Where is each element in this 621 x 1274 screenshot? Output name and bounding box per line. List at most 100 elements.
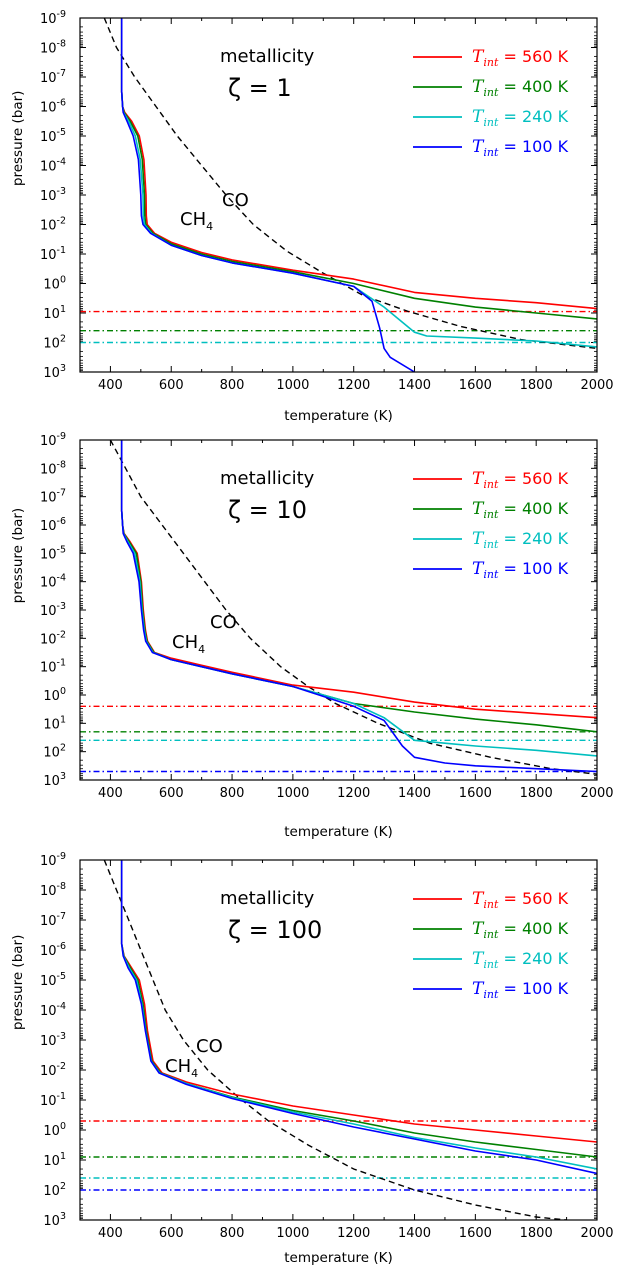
x-tick-label: 1000 <box>276 786 309 801</box>
co-label: CO <box>222 190 249 211</box>
y-tick-label: 103 <box>43 1211 66 1229</box>
y-tick-label: 10-2 <box>40 629 66 647</box>
co-label: CO <box>210 612 237 633</box>
ch4-label: CH4 <box>180 209 213 233</box>
legend-label-2: Tint = 400 K <box>472 77 569 99</box>
zeta-label: ζ = 10 <box>228 496 307 524</box>
legend-label-3: Tint = 240 K <box>472 529 569 551</box>
y-tick-label: 10-7 <box>40 488 66 506</box>
legend-label-4: Tint = 100 K <box>472 137 569 159</box>
metallicity-label: metallicity <box>220 46 315 67</box>
y-tick-label: 10-3 <box>40 601 66 619</box>
x-tick-label: 800 <box>220 378 245 393</box>
ch4-label: CH4 <box>165 1056 198 1080</box>
y-tick-label: 101 <box>43 1151 66 1169</box>
y-tick-label: 102 <box>43 743 66 761</box>
legend-label-2: Tint = 400 K <box>472 499 569 521</box>
y-tick-label: 101 <box>43 304 66 322</box>
x-tick-label: 2000 <box>580 1226 613 1241</box>
y-tick-label: 10-3 <box>40 1031 66 1049</box>
y-tick-label: 10-8 <box>40 39 66 57</box>
chart-panel-3: 400 600 800 1000 1200 1400 1600 1800 2000 10-9 10-… <box>10 851 614 1266</box>
metallicity-label: metallicity <box>220 888 315 909</box>
y-axis-label: pressure (bar) <box>10 508 26 604</box>
x-tick-label: 1200 <box>337 378 370 393</box>
x-tick-label: 800 <box>220 786 245 801</box>
y-axis-label: pressure (bar) <box>10 91 26 187</box>
plot-area <box>80 860 597 1220</box>
y-tick-label: 10-5 <box>40 971 66 989</box>
y-tick-label: 10-4 <box>40 157 66 175</box>
y-tick-label: 10-3 <box>40 186 66 204</box>
legend-label-3: Tint = 240 K <box>472 949 569 971</box>
plot-area <box>80 18 597 372</box>
x-tick-label: 800 <box>220 1226 245 1241</box>
y-tick-label: 10-9 <box>40 9 66 27</box>
chart-panel-1: 400 600 800 1000 1200 1400 1600 1800 2000 10-9 10-… <box>10 9 614 424</box>
zeta-label: ζ = 1 <box>228 74 292 102</box>
y-tick-label: 100 <box>43 275 66 293</box>
x-tick-label: 1600 <box>459 378 492 393</box>
co-ch4-boundary-line <box>103 860 567 1220</box>
x-axis-label: temperature (K) <box>284 408 393 424</box>
y-tick-label: 10-1 <box>40 245 66 263</box>
co-label: CO <box>196 1036 223 1057</box>
y-tick-label: 103 <box>43 771 66 789</box>
x-tick-label: 1400 <box>398 1226 431 1241</box>
series-line-4 <box>120 860 597 1175</box>
x-tick-label: 400 <box>98 378 123 393</box>
y-tick-label: 10-6 <box>40 98 66 116</box>
x-tick-label: 1200 <box>337 1226 370 1241</box>
x-tick-label: 1400 <box>398 786 431 801</box>
plot-frame <box>79 439 598 781</box>
y-tick-label: 10-8 <box>40 881 66 899</box>
x-tick-label: 600 <box>159 786 184 801</box>
x-tick-label: 2000 <box>580 378 613 393</box>
y-tick-label: 10-1 <box>40 1091 66 1109</box>
y-tick-label: 10-9 <box>40 851 66 869</box>
chart-panel-2: 400 600 800 1000 1200 1400 1600 1800 2000 10-9 10-… <box>10 431 614 840</box>
x-tick-label: 1600 <box>459 786 492 801</box>
y-tick-label: 10-7 <box>40 911 66 929</box>
plot-frame <box>79 859 598 1221</box>
x-tick-label: 1000 <box>276 378 309 393</box>
plot-area <box>80 440 597 775</box>
series-line-3 <box>120 18 597 348</box>
x-tick-label: 600 <box>159 378 184 393</box>
legend: Tint = 560 K Tint = 400 K Tint = 240 K Tint… <box>413 469 569 581</box>
y-tick-label: 102 <box>43 334 66 352</box>
y-tick-label: 10-6 <box>40 941 66 959</box>
y-tick-label: 10-4 <box>40 1001 66 1019</box>
y-tick-label: 10-6 <box>40 516 66 534</box>
y-tick-label: 10-8 <box>40 459 66 477</box>
legend: Tint = 560 K Tint = 400 K Tint = 240 K Tint… <box>413 889 569 1001</box>
zeta-label: ζ = 100 <box>228 916 322 944</box>
series-line-4 <box>120 440 597 773</box>
x-tick-label: 1000 <box>276 1226 309 1241</box>
x-tick-label: 400 <box>98 1226 123 1241</box>
x-tick-label: 600 <box>159 1226 184 1241</box>
y-tick-label: 103 <box>43 363 66 381</box>
y-tick-label: 102 <box>43 1181 66 1199</box>
x-tick-label: 1600 <box>459 1226 492 1241</box>
x-axis-label: temperature (K) <box>284 824 393 840</box>
metallicity-label: metallicity <box>220 468 315 489</box>
x-axis-label: temperature (K) <box>284 1250 393 1266</box>
y-tick-label: 100 <box>43 686 66 704</box>
legend-label-1: Tint = 560 K <box>472 47 569 69</box>
y-tick-label: 10-7 <box>40 68 66 86</box>
co-ch4-boundary-line <box>103 18 597 350</box>
co-ch4-boundary-line <box>109 440 597 775</box>
ch4-label: CH4 <box>172 632 205 656</box>
series-line-4 <box>120 18 415 372</box>
legend-label-1: Tint = 560 K <box>472 889 569 911</box>
x-tick-label: 2000 <box>580 786 613 801</box>
x-tick-label: 400 <box>98 786 123 801</box>
legend-label-3: Tint = 240 K <box>472 107 569 129</box>
y-tick-label: 101 <box>43 714 66 732</box>
y-tick-label: 100 <box>43 1121 66 1139</box>
legend-label-1: Tint = 560 K <box>472 469 569 491</box>
legend-label-2: Tint = 400 K <box>472 919 569 941</box>
y-tick-label: 10-2 <box>40 216 66 234</box>
